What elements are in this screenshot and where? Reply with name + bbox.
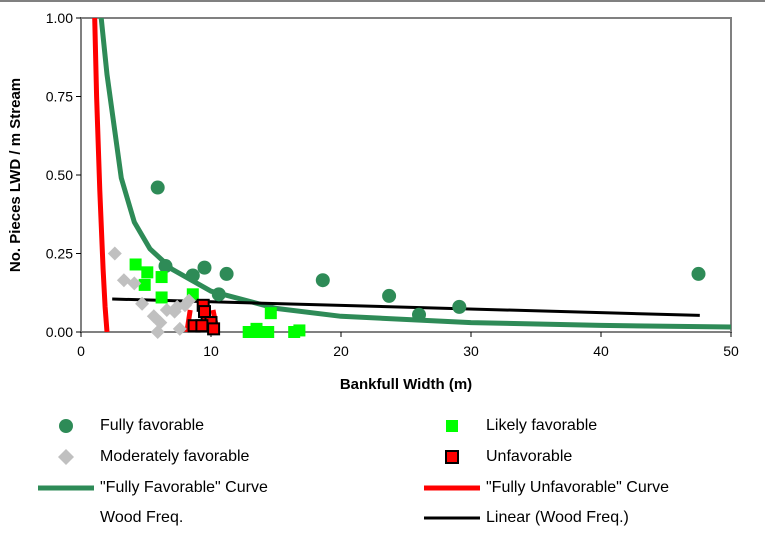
legend-item-linear-wood-freq: Linear (Wood Freq.) (422, 508, 629, 528)
x-tick-label: 20 (333, 343, 349, 359)
fully-favorable-point (185, 268, 200, 283)
x-tick-label: 0 (77, 343, 85, 359)
legend-label: Likely favorable (486, 417, 598, 434)
legend-label: Linear (Wood Freq.) (486, 509, 629, 526)
series-points (107, 180, 706, 339)
fully-favorable-point (691, 266, 706, 281)
likely-favorable-point (129, 258, 142, 271)
legend-item-fully-favorable-curve: "Fully Favorable" Curve (36, 478, 268, 498)
likely-favorable-point (155, 271, 168, 284)
y-tick-label: 0.25 (46, 246, 73, 262)
legend-item-fully-favorable: Fully favorable (36, 416, 204, 436)
legend-label: Wood Freq. (100, 509, 184, 526)
y-tick-label: 0.75 (46, 89, 73, 105)
legend-outlined-square-marker (422, 447, 482, 467)
y-tick-label: 0.00 (46, 324, 73, 340)
fully-favorable-point (197, 260, 212, 275)
likely-favorable-point (254, 326, 267, 338)
fully-favorable-point (382, 288, 397, 303)
likely-favorable-point (138, 278, 151, 291)
y-tick-label: 1.00 (46, 10, 73, 26)
linear-wood-freq-line (112, 297, 700, 317)
legend-label: "Fully Favorable" Curve (100, 479, 268, 496)
y-tick-label: 0.50 (46, 167, 73, 183)
likely-favorable-point (293, 324, 306, 337)
x-tick-label: 30 (463, 343, 479, 359)
legend-item-likely-favorable: Likely favorable (422, 416, 597, 436)
legend-label: "Fully Unfavorable" Curve (486, 479, 669, 496)
series-lines (92, 18, 731, 332)
likely-favorable-point (141, 266, 154, 279)
legend-item-fully-unfavorable-curve: "Fully Unfavorable" Curve (422, 478, 669, 498)
legend-label: Unfavorable (486, 448, 573, 465)
y-axis-label: No. Pieces LWD / m Stream (7, 78, 24, 272)
legend-red-line (422, 478, 482, 498)
moderately-favorable-point (150, 325, 165, 339)
legend-label: Fully favorable (100, 417, 205, 434)
fully-unfavorable-curve-line (92, 18, 110, 332)
legend-item-wood-freq: Wood Freq. (36, 508, 183, 528)
x-tick-label: 10 (203, 343, 219, 359)
legend-black-line (422, 508, 482, 528)
plot-area-frame (80, 17, 732, 333)
moderately-favorable-point (107, 246, 122, 261)
legend-diamond-marker (36, 447, 96, 467)
moderately-favorable-point (116, 273, 131, 288)
legend-green-line (36, 478, 96, 498)
legend-item-unfavorable: Unfavorable (422, 447, 572, 467)
x-tick-label: 50 (723, 343, 739, 359)
legend-label: Moderately favorable (100, 448, 250, 465)
axes: 0 10 20 30 40 50 0.00 0.25 0.50 0.75 1.00 (46, 10, 739, 359)
unfavorable-point (207, 322, 221, 336)
legend-square-marker (422, 416, 482, 436)
moderately-favorable-point (178, 298, 192, 313)
legend: Fully favorable Moderately favorable "Fu… (0, 412, 765, 537)
fully-favorable-point (158, 259, 173, 274)
fully-favorable-point (315, 273, 330, 288)
legend-circle-marker (36, 416, 96, 436)
unfavorable-point (198, 305, 211, 319)
likely-favorable-point (264, 307, 277, 320)
fully-favorable-point (211, 287, 226, 302)
x-axis-label: Bankfull Width (m) (340, 376, 472, 393)
likely-favorable-point (155, 291, 168, 304)
chart-svg: 0 10 20 30 40 50 0.00 0.25 0.50 0.75 1.00 No. Piec… (0, 0, 765, 393)
x-tick-label: 40 (593, 343, 609, 359)
fully-favorable-point (150, 180, 165, 195)
moderately-favorable-point (135, 296, 150, 311)
legend-item-moderately-favorable: Moderately favorable (36, 447, 249, 467)
fully-favorable-point (219, 266, 234, 281)
fully-favorable-point (412, 307, 426, 322)
fully-favorable-point (452, 299, 467, 314)
unfavorable-point (195, 319, 209, 333)
legend-empty-symbol (36, 508, 96, 528)
moderately-favorable-point (172, 321, 187, 336)
moderately-favorable-point (127, 276, 142, 291)
